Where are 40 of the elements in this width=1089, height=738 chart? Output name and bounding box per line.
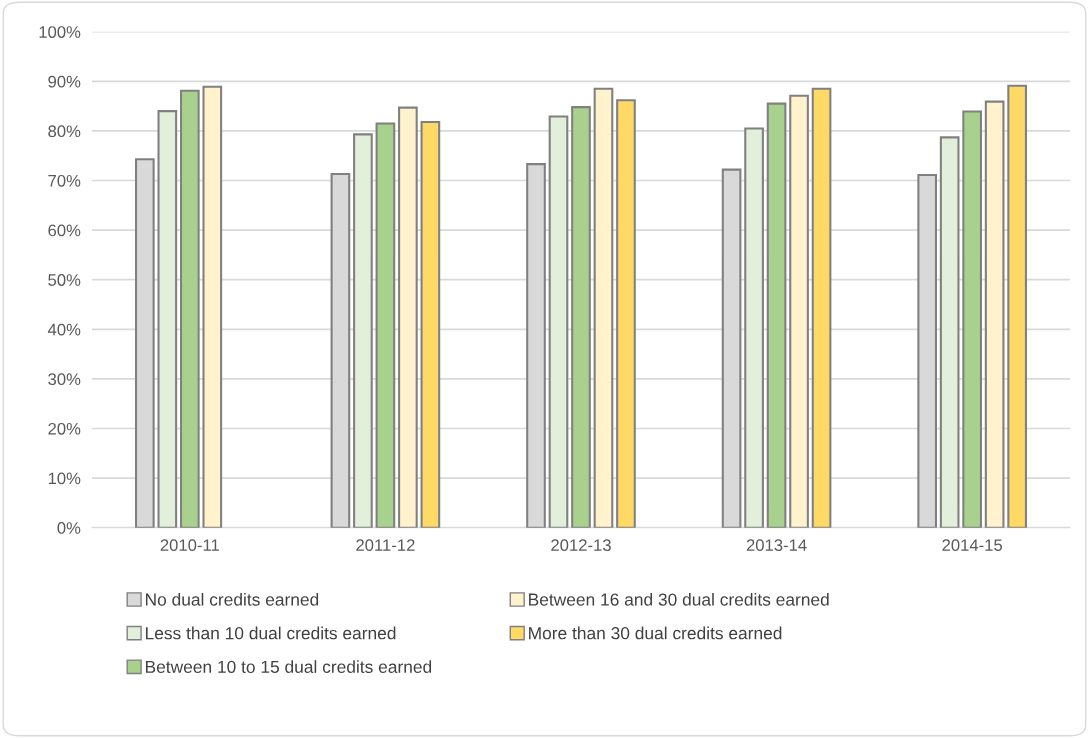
bar — [353, 133, 373, 528]
y-tick-label: 10% — [48, 472, 81, 485]
bar — [571, 106, 591, 528]
bar — [616, 99, 636, 528]
y-tick-label: 80% — [48, 125, 81, 138]
x-tick-label: 2012-13 — [551, 539, 611, 552]
x-tick-label: 2011-12 — [356, 539, 415, 552]
y-tick-label: 70% — [48, 174, 81, 187]
legend-label: Less than 10 dual credits earned — [145, 626, 396, 640]
bar — [962, 110, 982, 528]
bar — [157, 110, 178, 528]
bar — [811, 87, 832, 528]
y-tick-label: 100% — [39, 26, 81, 38]
x-tick-label: 2010-11 — [160, 539, 219, 552]
y-tick-label: 90% — [48, 75, 81, 88]
bar — [398, 106, 418, 528]
bar — [548, 115, 569, 528]
y-tick-label: 30% — [48, 373, 81, 386]
y-tick-label: 50% — [48, 274, 81, 286]
bar — [593, 87, 614, 528]
bar — [179, 89, 200, 528]
bar — [939, 136, 960, 528]
bar — [375, 122, 396, 528]
x-tick-label: 2013-14 — [746, 539, 807, 552]
bar — [1007, 84, 1027, 528]
legend-label: Between 16 and 30 dual credits earned — [529, 592, 829, 606]
x-tick-label: 2014-15 — [942, 539, 1003, 552]
legend-label: More than 30 dual credits earned — [529, 626, 782, 640]
y-tick-label: 20% — [48, 422, 81, 435]
bar — [984, 100, 1005, 528]
bar — [789, 94, 809, 528]
bar — [420, 120, 441, 528]
legend-label: Between 10 to 15 dual credits earned — [145, 660, 432, 674]
bar — [202, 85, 223, 528]
y-tick-label: 0% — [57, 522, 81, 534]
y-tick-label: 60% — [48, 224, 81, 237]
bar — [744, 127, 764, 528]
bar — [766, 102, 787, 528]
legend-label: No dual credits earned — [145, 592, 319, 606]
y-tick-label: 40% — [47, 323, 81, 336]
